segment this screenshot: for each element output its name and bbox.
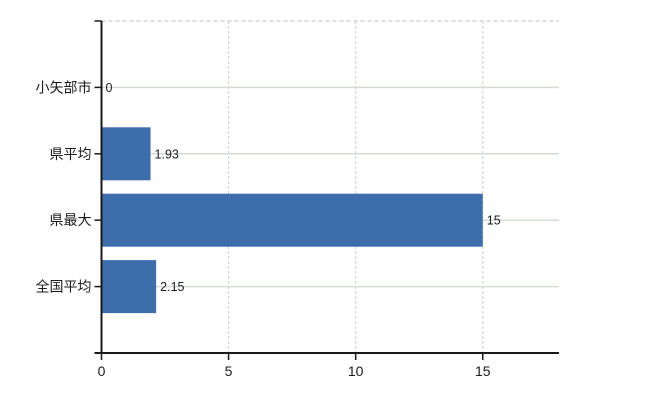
category-label-1: 県平均: [50, 146, 92, 162]
x-tick-label-1: 5: [225, 363, 233, 379]
category-label-2: 県最大: [50, 212, 92, 228]
value-label-2: 15: [487, 214, 501, 228]
value-label-0: 0: [106, 81, 113, 95]
bar-2: [101, 193, 483, 247]
category-label-3: 全国平均: [36, 279, 92, 295]
x-tick-label-3: 15: [475, 363, 491, 379]
bar-3: [101, 260, 157, 314]
x-tick-label-0: 0: [98, 363, 106, 379]
bar-1: [101, 127, 151, 181]
x-tick-label-2: 10: [348, 363, 364, 379]
value-label-3: 2.15: [160, 280, 184, 294]
value-label-1: 1.93: [155, 147, 179, 161]
category-label-0: 小矢部市: [36, 79, 92, 95]
